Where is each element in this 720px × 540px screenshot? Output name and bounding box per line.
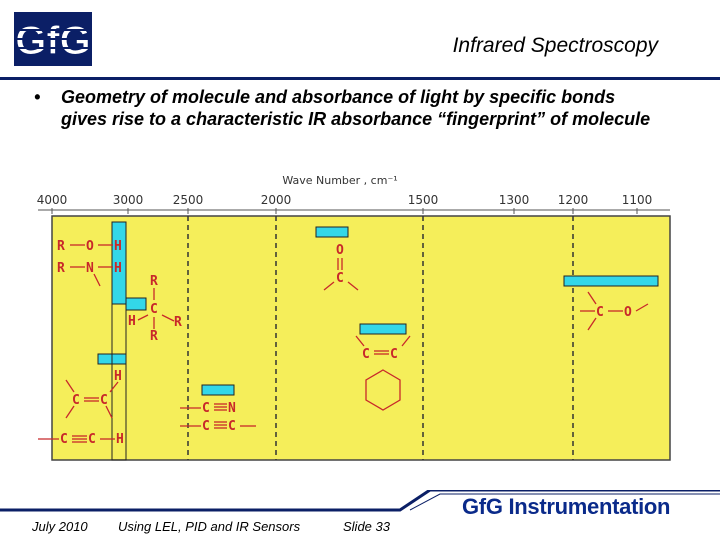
mol-co-c: C (336, 271, 344, 286)
tick-label-1200: 1200 (558, 193, 589, 207)
tick-label-1100: 1100 (622, 193, 653, 207)
band-aromatic (359, 323, 407, 335)
mol-ar-c1: C (362, 347, 370, 362)
mol-yne-h: H (116, 432, 124, 447)
tick-label-2000: 2000 (261, 193, 292, 207)
mol-ether-c: C (596, 305, 604, 320)
band-c-o (563, 275, 659, 287)
gfg-logo: GfG (14, 12, 92, 66)
mol-ene-h: H (114, 369, 122, 384)
bullet-text: Geometry of molecule and absorbance of l… (61, 87, 651, 129)
mol-alk-c: C (150, 302, 158, 317)
mol-alk-r1: R (150, 274, 158, 289)
footer-topic: Using LEL, PID and IR Sensors (118, 519, 301, 534)
mol-alk-h: H (128, 314, 136, 329)
tick-label-1300: 1300 (499, 193, 530, 207)
slide-title: Infrared Spectroscopy (452, 34, 658, 57)
mol-cc-c2: C (228, 419, 236, 434)
mol-alk-r3: R (150, 329, 158, 344)
mol-cn-c: C (202, 401, 210, 416)
mol-nh-n: N (86, 261, 94, 276)
mol-oh-h: H (114, 239, 122, 254)
mol-ar-c2: C (390, 347, 398, 362)
brand-name: GfG Instrumentation (462, 494, 671, 519)
mol-nh-h: H (114, 261, 122, 276)
mol-alk-r2: R (174, 315, 182, 330)
band-carbonyl (315, 226, 349, 238)
mol-cn-n: N (228, 401, 236, 416)
band-triple (201, 384, 235, 396)
footer-decoration (0, 490, 720, 512)
footer-slide-number: Slide 33 (343, 519, 390, 534)
ir-chart: Wave Number , cm⁻¹ 4000 3000 2500 2000 1… (37, 174, 671, 461)
tick-label-2500: 2500 (173, 193, 204, 207)
mol-co-o: O (336, 243, 344, 258)
mol-oh-r: R (57, 239, 65, 254)
mol-yne-c1: C (60, 432, 68, 447)
chart-area (51, 215, 671, 461)
band-ch-alkane (125, 297, 147, 311)
axis-label: Wave Number , cm⁻¹ (282, 174, 397, 187)
mol-oh-o: O (86, 239, 94, 254)
mol-yne-c2: C (88, 432, 96, 447)
footer-date: July 2010 (32, 519, 88, 534)
tick-label-1500: 1500 (408, 193, 439, 207)
mol-ether-o: O (624, 305, 632, 320)
mol-ene-c2: C (100, 393, 108, 408)
mol-ene-c1: C (72, 393, 80, 408)
mol-nh-r: R (57, 261, 65, 276)
title-underline (0, 77, 720, 80)
tick-label-3000: 3000 (113, 193, 144, 207)
logo-text: GfG (15, 19, 91, 63)
mol-cc-c1: C (202, 419, 210, 434)
bullet-marker: • (34, 87, 41, 107)
tick-label-4000: 4000 (37, 193, 68, 207)
